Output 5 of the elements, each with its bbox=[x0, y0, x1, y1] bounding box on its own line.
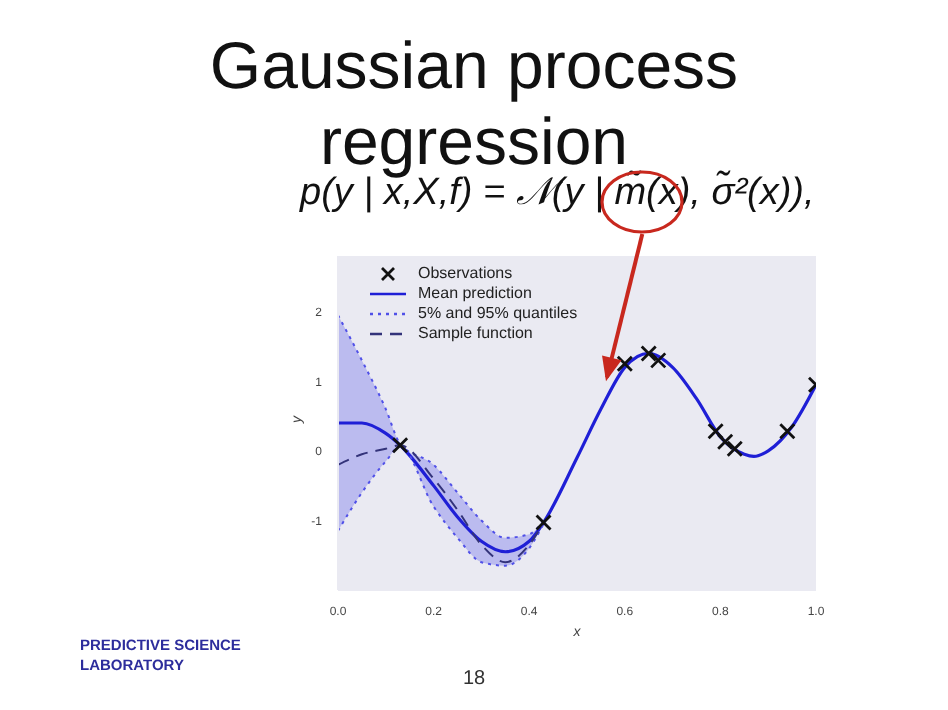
legend-label: Mean prediction bbox=[418, 284, 532, 304]
legend-label: Sample function bbox=[418, 324, 533, 344]
legend-label: 5% and 95% quantiles bbox=[418, 304, 578, 324]
text: 18 bbox=[462, 668, 486, 690]
legend-label: Observations bbox=[418, 264, 513, 284]
